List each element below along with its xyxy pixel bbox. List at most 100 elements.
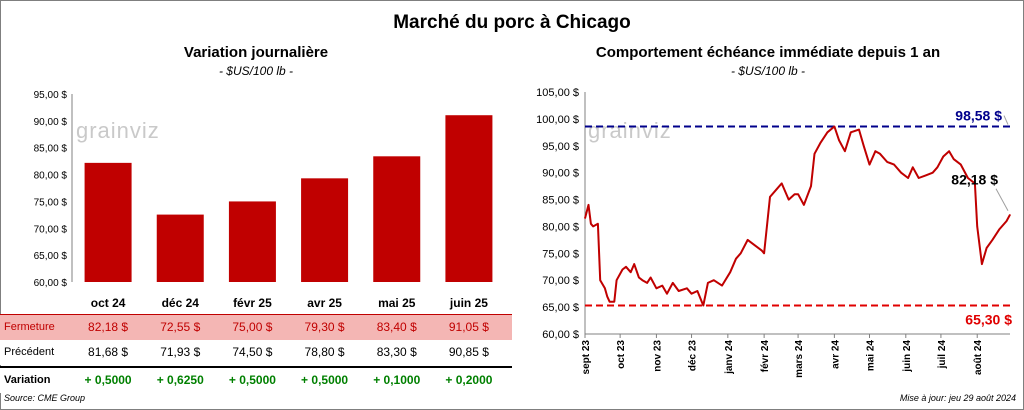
last-value-leader — [995, 188, 1009, 211]
price-point — [608, 301, 611, 303]
price-point — [690, 293, 693, 295]
table-cell: + 0,6250 — [156, 373, 204, 387]
line-y-tick: 70,00 $ — [542, 275, 579, 287]
price-point — [942, 155, 944, 158]
price-point — [655, 287, 658, 289]
bar-chart: 60,00 $ 65,00 $ 70,00 $ 75,00 $ 80,00 $ 85,00… — [34, 90, 493, 310]
table-row-label: Précédent — [4, 346, 55, 358]
price-point — [638, 276, 640, 279]
price-point — [590, 223, 592, 225]
table-cell: 83,40 $ — [376, 320, 417, 334]
price-point — [953, 158, 955, 160]
line-y-tick: 100,00 $ — [536, 114, 579, 126]
left-panel-subtitle: - $US/100 lb - — [218, 64, 294, 78]
price-point — [976, 225, 978, 228]
bar — [228, 201, 276, 282]
max-label: 98,58 $ — [955, 108, 1002, 124]
price-point — [769, 196, 771, 198]
price-point — [686, 287, 688, 289]
bar — [156, 214, 204, 282]
watermark-left: grainviz — [76, 118, 160, 143]
bar-y-tick: 80,00 $ — [34, 171, 68, 182]
watermark-right: grainviz — [588, 118, 672, 143]
price-point — [599, 279, 601, 281]
bar — [373, 156, 421, 282]
price-point — [858, 129, 860, 131]
bar-category-label: oct 24 — [91, 296, 126, 310]
bar — [301, 178, 349, 282]
price-point — [781, 182, 783, 185]
line-x-tick: oct 23 — [616, 340, 627, 369]
price-point — [810, 185, 812, 187]
price-point — [604, 287, 606, 289]
price-point — [886, 161, 888, 163]
line-x-tick: mars 24 — [794, 340, 805, 378]
price-point — [616, 279, 618, 281]
source-note: Source: CME Group — [4, 393, 86, 403]
bar-category-label: juin 25 — [449, 296, 488, 310]
price-point — [763, 252, 765, 254]
bar-y-tick: 90,00 $ — [34, 117, 68, 128]
price-point — [797, 193, 799, 195]
update-note: Mise à jour: jeu 29 août 2024 — [899, 393, 1016, 403]
bar-category-label: févr 25 — [233, 296, 272, 310]
line-y-tick: 105,00 $ — [536, 87, 579, 99]
table-cell: + 0,5000 — [84, 373, 132, 387]
price-point — [932, 172, 934, 174]
price-point — [1005, 220, 1008, 222]
table-row: Précédent 81,68 $ 71,93 $ 74,50 $ 78,80 $ 83,… — [0, 340, 512, 365]
price-point — [646, 282, 648, 284]
price-point — [838, 139, 840, 141]
price-point — [893, 164, 895, 166]
bar-category-label: avr 25 — [307, 296, 342, 310]
price-point — [696, 290, 698, 292]
price-point — [813, 153, 816, 155]
price-point — [863, 145, 865, 147]
price-point — [948, 150, 950, 152]
price-point — [702, 304, 704, 307]
price-point — [729, 271, 731, 273]
price-point — [672, 282, 674, 284]
price-point — [621, 268, 624, 271]
price-point — [661, 285, 663, 287]
price-point — [747, 239, 749, 241]
price-point — [740, 252, 742, 254]
table-cell: 90,85 $ — [448, 345, 489, 359]
line-chart: 60,00 $ 65,00 $ 70,00 $ 75,00 $ 80,00 $ 85,00… — [536, 87, 1012, 378]
table-cell: 91,05 $ — [448, 320, 489, 334]
line-x-tick: avr 24 — [830, 340, 841, 369]
price-point — [900, 172, 902, 174]
table-cell: + 0,5000 — [301, 373, 349, 387]
price-point — [707, 282, 709, 284]
price-point — [918, 177, 920, 179]
table-cell: 75,00 $ — [232, 320, 273, 334]
min-label: 65,30 $ — [965, 311, 1012, 327]
price-point — [666, 293, 668, 295]
table-cell: 71,93 $ — [160, 345, 201, 359]
price-point — [776, 188, 778, 190]
line-y-tick: 95,00 $ — [542, 141, 579, 153]
price-point — [761, 250, 763, 252]
table-row: Fermeture 82,18 $ 72,55 $ 75,00 $ 79,30 $ 83,… — [0, 314, 512, 341]
price-point — [1009, 214, 1011, 216]
price-point — [735, 258, 737, 260]
bar-y-tick: 65,00 $ — [34, 251, 68, 262]
price-point — [630, 271, 632, 273]
table-cell: 81,68 $ — [88, 345, 129, 359]
table-cell: 79,30 $ — [304, 320, 345, 334]
price-point — [850, 131, 852, 133]
price-point — [974, 182, 976, 185]
table-row-label: Variation — [4, 374, 51, 386]
bar-category-label: déc 24 — [162, 296, 200, 310]
price-point — [713, 279, 715, 281]
price-point — [907, 177, 909, 179]
bar-y-tick: 85,00 $ — [34, 144, 68, 155]
price-point — [868, 164, 871, 166]
bar-y-tick: 70,00 $ — [34, 224, 68, 235]
table-cell: + 0,2000 — [445, 373, 493, 387]
table-cell: 83,30 $ — [376, 345, 417, 359]
price-point — [991, 239, 994, 241]
bar-y-tick: 60,00 $ — [34, 278, 68, 289]
price-table: Fermeture 82,18 $ 72,55 $ 75,00 $ 79,30 $ 83,… — [0, 314, 512, 393]
left-panel-title: Variation journalière — [183, 44, 329, 61]
